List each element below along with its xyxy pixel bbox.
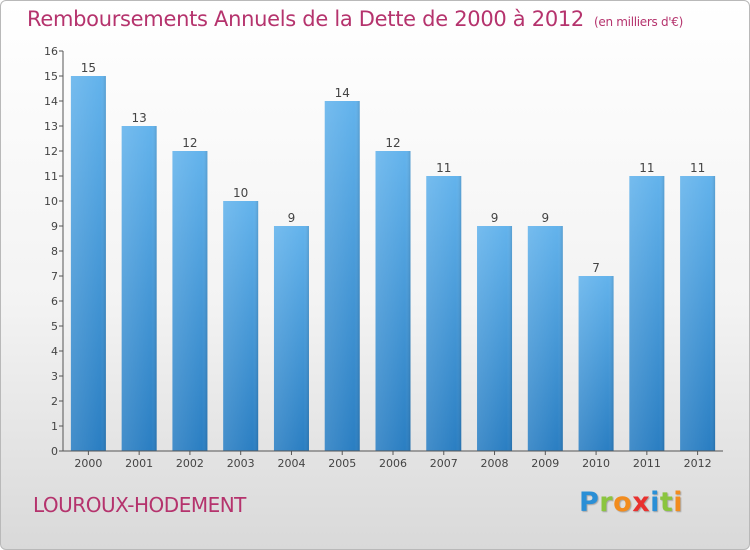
- bar-2003: 10: [223, 186, 259, 451]
- x-tick-label: 2009: [531, 457, 559, 470]
- y-tick-label: 5: [51, 320, 58, 333]
- bar-shade: [527, 226, 563, 451]
- y-tick-label: 10: [44, 195, 58, 208]
- x-tick-label: 2005: [328, 457, 356, 470]
- bar-value-label: 13: [132, 111, 147, 125]
- bar-value-label: 7: [592, 261, 600, 275]
- bar-shade: [477, 226, 513, 451]
- bar-value-label: 11: [690, 161, 705, 175]
- bar-2007: 11: [426, 161, 462, 451]
- bar-shade: [324, 101, 360, 451]
- bar-2002: 12: [172, 136, 208, 451]
- logo-letter: i: [673, 487, 684, 518]
- logo-letter: x: [632, 487, 651, 518]
- bar-shade: [172, 151, 208, 451]
- bar-2004: 9: [273, 211, 309, 451]
- logo-letter: t: [659, 487, 674, 518]
- x-tick-label: 2002: [176, 457, 204, 470]
- bars-group: 15 13 12 10 9 14 12 11 9 9 7 11 11: [70, 61, 716, 451]
- y-tick-label: 0: [51, 445, 58, 458]
- bar-2001: 13: [121, 111, 157, 451]
- bar-value-label: 12: [182, 136, 197, 150]
- y-tick-label: 1: [51, 420, 58, 433]
- bar-shade: [426, 176, 462, 451]
- x-tick-label: 2011: [633, 457, 661, 470]
- logo-letter: i: [650, 487, 660, 518]
- bar-value-label: 12: [385, 136, 400, 150]
- bar-shade: [578, 276, 614, 451]
- bar-shade: [375, 151, 411, 451]
- bar-value-label: 9: [491, 211, 499, 225]
- x-tick-label: 2000: [74, 457, 102, 470]
- x-axis: 2000 2001 2002 2003 2004 2005 2006 2007 2008 2009…: [63, 450, 723, 470]
- logo-letter: r: [599, 487, 614, 518]
- bar-2006: 12: [375, 136, 411, 451]
- y-tick-label: 16: [44, 45, 58, 58]
- logo-letter: o: [613, 487, 633, 518]
- bar-shade: [629, 176, 665, 451]
- y-tick-label: 6: [51, 295, 58, 308]
- bar-2005: 14: [324, 86, 360, 451]
- bar-2011: 11: [629, 161, 665, 451]
- y-tick-label: 2: [51, 395, 58, 408]
- x-tick-label: 2001: [125, 457, 153, 470]
- bar-2010: 7: [578, 261, 614, 451]
- proxiti-logo: Proxiti: [579, 487, 683, 518]
- bar-value-label: 11: [639, 161, 654, 175]
- bar-value-label: 14: [335, 86, 350, 100]
- y-tick-label: 15: [44, 70, 58, 83]
- bar-value-label: 9: [541, 211, 549, 225]
- y-tick-label: 11: [44, 170, 58, 183]
- y-tick-label: 12: [44, 145, 58, 158]
- bar-value-label: 10: [233, 186, 248, 200]
- bar-value-label: 9: [288, 211, 296, 225]
- x-tick-label: 2012: [684, 457, 712, 470]
- y-tick-label: 14: [44, 95, 58, 108]
- commune-name: LOUROUX-HODEMENT: [33, 493, 246, 517]
- y-tick-label: 3: [51, 370, 58, 383]
- x-tick-label: 2003: [227, 457, 255, 470]
- bar-shade: [680, 176, 716, 451]
- bar-2009: 9: [527, 211, 563, 451]
- chart-title: Remboursements Annuels de la Dette de 20…: [27, 7, 684, 31]
- x-tick-label: 2007: [430, 457, 458, 470]
- y-tick-label: 7: [51, 270, 58, 283]
- y-tick-label: 9: [51, 220, 58, 233]
- bar-shade: [223, 201, 259, 451]
- x-tick-label: 2008: [481, 457, 509, 470]
- bar-shade: [121, 126, 157, 451]
- x-tick-label: 2006: [379, 457, 407, 470]
- bar-2008: 9: [477, 211, 513, 451]
- bar-2012: 11: [680, 161, 716, 451]
- logo-letter: P: [579, 487, 600, 518]
- bar-shade: [70, 76, 106, 451]
- bar-value-label: 15: [81, 61, 96, 75]
- bar-value-label: 11: [436, 161, 451, 175]
- bar-shade: [273, 226, 309, 451]
- y-tick-label: 4: [51, 345, 58, 358]
- bar-2000: 15: [70, 61, 106, 451]
- chart-unit: (en milliers d'€): [594, 15, 684, 29]
- x-tick-label: 2004: [277, 457, 305, 470]
- y-tick-label: 13: [44, 120, 58, 133]
- x-tick-label: 2010: [582, 457, 610, 470]
- y-tick-label: 8: [51, 245, 58, 258]
